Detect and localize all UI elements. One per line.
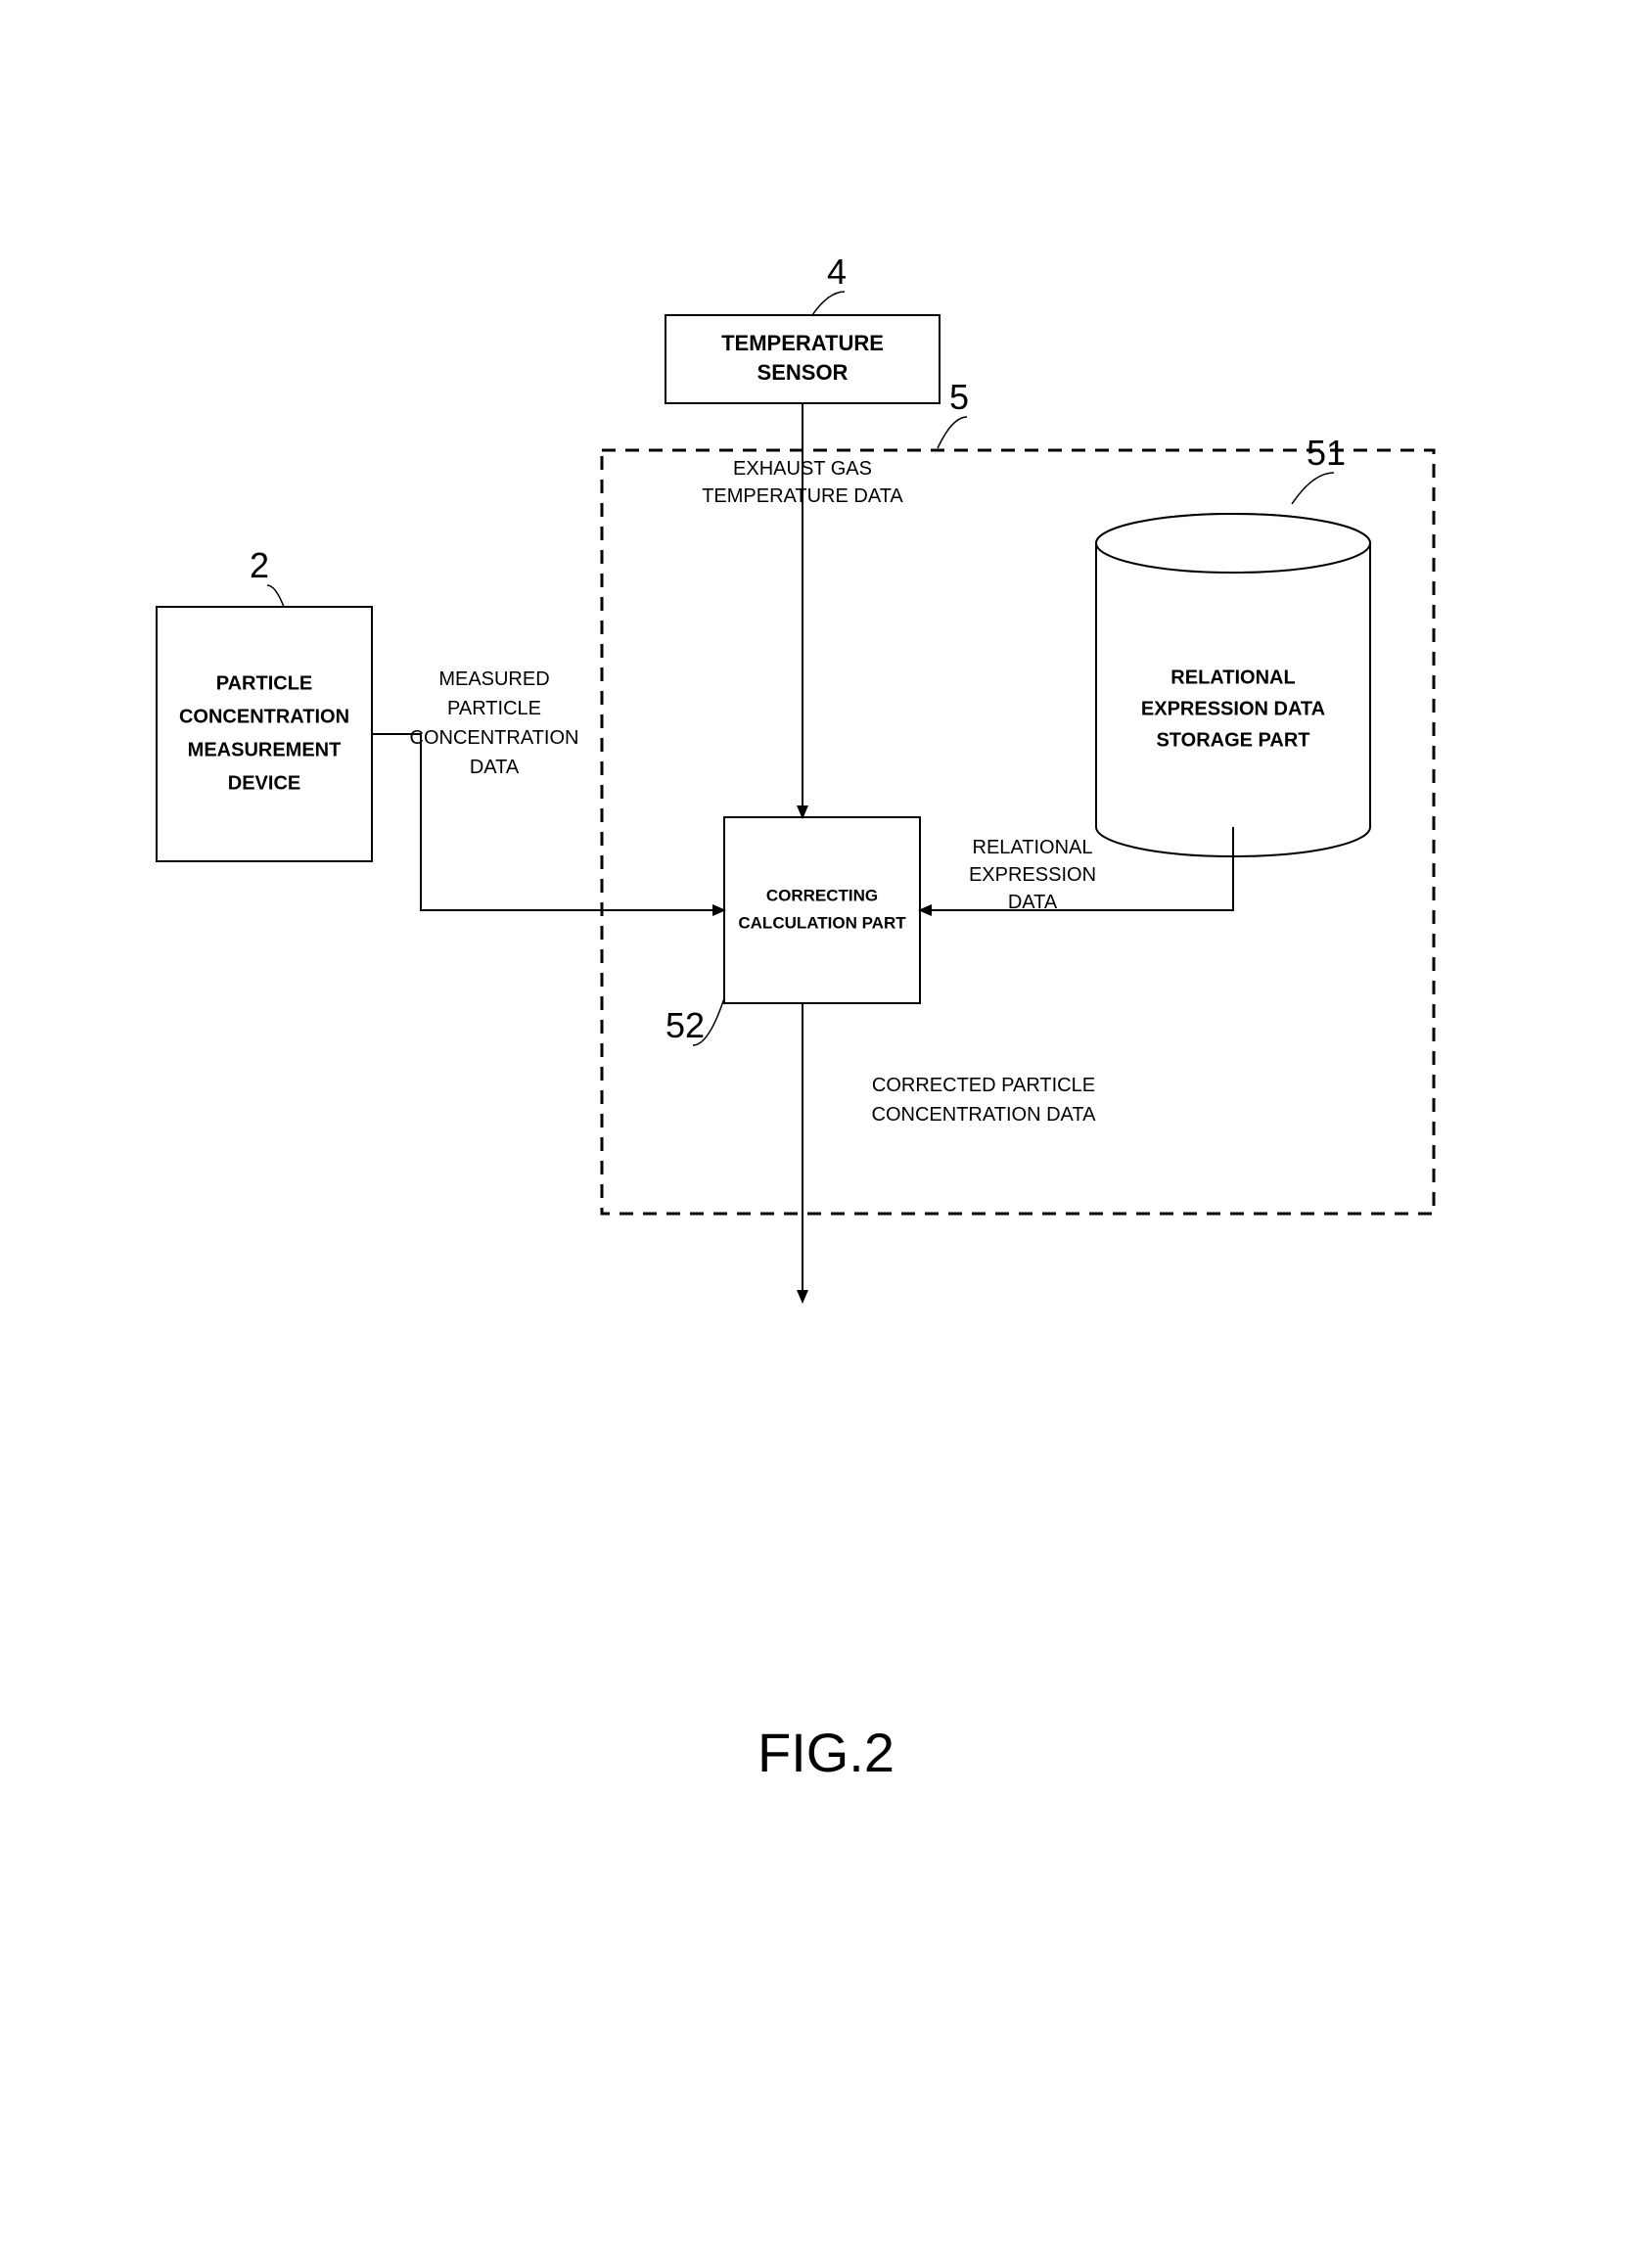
storage_part-label-1: EXPRESSION DATA [1141,698,1325,719]
correcting_part-label-1: CALCULATION PART [738,913,906,932]
arrow-measured-label-0: MEASURED [438,668,549,690]
figure-label: FIG.2 [757,1722,895,1783]
ref-r4: 4 [812,252,847,315]
arrow-corrected-label-0: CORRECTED PARTICLE [872,1075,1095,1096]
particle_device: PARTICLE CONCENTRATION MEASUREMENT DEVICE [157,607,372,861]
arrow-exhaust-label-1: TEMPERATURE DATA [702,485,903,507]
particle_device-label-0: PARTICLE [216,672,313,694]
arrow-corrected-label-1: CONCENTRATION DATA [872,1104,1097,1126]
ref-r2: 2 [250,545,284,607]
arrow-corrected: CORRECTED PARTICLE CONCENTRATION DATA [803,1003,1096,1302]
arrow-measured-label-2: CONCENTRATION [410,727,579,749]
particle_device-label-3: DEVICE [228,772,300,794]
ref-r2-text: 2 [250,545,269,585]
storage_part: RELATIONAL EXPRESSION DATA STORAGE PART [1096,514,1370,856]
ref-r52: 52 [665,998,724,1045]
ref-r51: 51 [1292,433,1346,504]
arrow-measured: MEASURED PARTICLE CONCENTRATION DATA [372,668,724,910]
arrow-relational-label-0: RELATIONAL [973,837,1093,858]
ref-r52-text: 52 [665,1005,705,1045]
temperature_sensor: TEMPERATURE SENSOR [665,315,940,403]
correcting_part: CORRECTING CALCULATION PART [724,817,920,1003]
temperature_sensor-label-1: SENSOR [757,360,849,385]
storage_part-label-0: RELATIONAL [1170,667,1295,688]
temperature_sensor-label-0: TEMPERATURE [721,331,884,355]
ref-r5-text: 5 [949,377,969,417]
arrow-measured-label-3: DATA [470,757,520,778]
ref-r5: 5 [938,377,969,448]
arrow-measured-label-1: PARTICLE [447,698,541,719]
particle_device-label-1: CONCENTRATION [179,706,349,727]
correcting_part-label-0: CORRECTING [766,886,878,904]
ref-r51-text: 51 [1307,433,1346,473]
arrow-relational-label-1: EXPRESSION [969,864,1096,886]
ref-r4-text: 4 [827,252,847,292]
particle_device-label-2: MEASUREMENT [188,739,342,760]
arrow-relational-label-2: DATA [1008,892,1058,913]
arrow-exhaust: EXHAUST GAS TEMPERATURE DATA [702,403,903,817]
storage_part-label-2: STORAGE PART [1156,729,1309,751]
arrow-exhaust-label-0: EXHAUST GAS [733,458,872,480]
